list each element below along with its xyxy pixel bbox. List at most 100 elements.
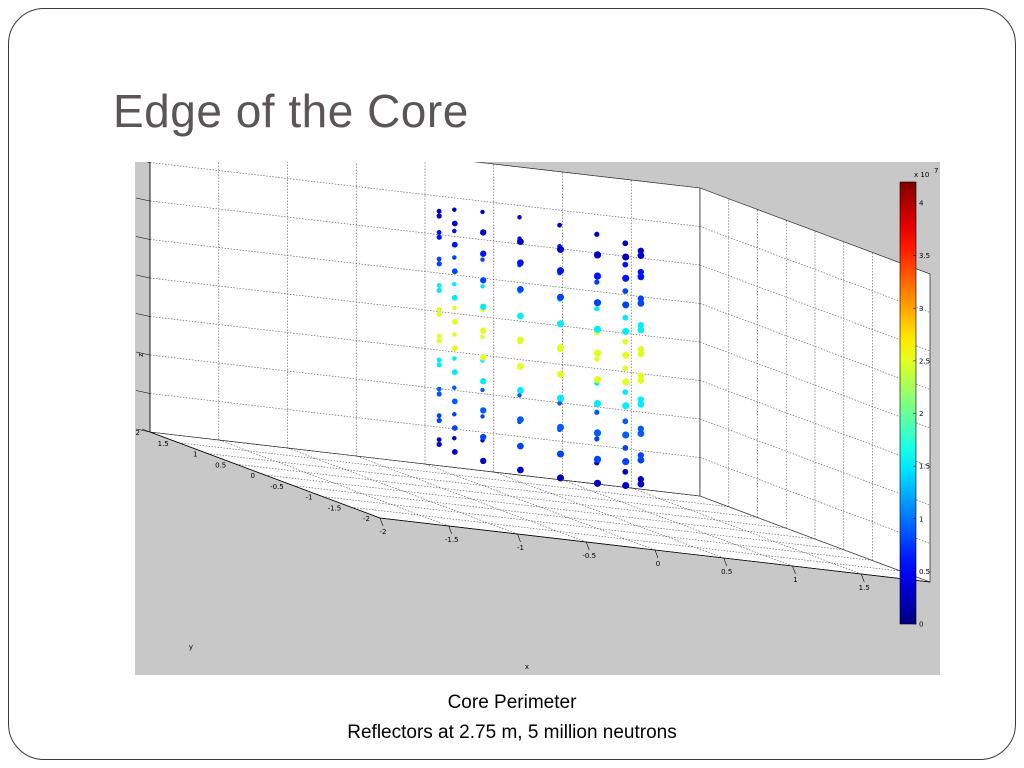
- data-point: [594, 306, 600, 312]
- y-tick-label: 0: [251, 472, 255, 480]
- grid-line: [699, 303, 931, 390]
- data-point: [622, 378, 630, 386]
- data-point: [517, 238, 524, 245]
- data-point: [480, 378, 487, 385]
- data-point: [517, 363, 524, 370]
- data-point: [480, 303, 487, 310]
- x-tick-label: -1.5: [445, 536, 459, 544]
- colorbar-gradient: [899, 181, 917, 625]
- data-point: [593, 479, 602, 487]
- data-point: [622, 301, 630, 309]
- y-tick: [228, 460, 237, 465]
- x-tick: [723, 557, 728, 567]
- grid-line: [264, 474, 816, 540]
- grid-line: [207, 453, 758, 518]
- grid-line: [699, 418, 931, 506]
- colorbar-tick-label: 0: [919, 621, 923, 629]
- data-point: [517, 312, 524, 320]
- grid-line: [699, 264, 931, 352]
- data-point: [436, 391, 442, 397]
- data-point: [451, 398, 458, 405]
- scatter-3d-chart: 0 0.5 1 1.5 2 2.5 3 3.5 4 2 1.5 1 0.5 0 -0.5 -1 -1.5 -2 -2…: [135, 162, 938, 671]
- grid-line: [699, 380, 931, 467]
- grid-line: [149, 277, 701, 343]
- data-point: [452, 281, 457, 287]
- data-point: [480, 209, 485, 215]
- grid-line: [236, 463, 787, 529]
- data-point: [517, 215, 522, 220]
- data-point: [637, 452, 644, 459]
- data-point: [517, 286, 524, 293]
- data-point: [594, 279, 600, 285]
- y-tick-label: 1: [193, 451, 197, 459]
- data-point: [556, 344, 565, 352]
- caption-line-2: Reflectors at 2.75 m, 5 million neutrons: [347, 722, 677, 743]
- data-point: [622, 468, 629, 475]
- y-tick: [141, 428, 151, 433]
- x-axis-label: x: [525, 663, 529, 671]
- data-point: [436, 213, 442, 219]
- data-point: [593, 429, 602, 437]
- data-point: [517, 393, 522, 398]
- data-point: [622, 445, 629, 451]
- data-point: [593, 349, 602, 357]
- data-point: [436, 208, 442, 214]
- data-point: [637, 480, 645, 488]
- data-point: [593, 251, 602, 259]
- data-point: [593, 325, 602, 333]
- data-point: [594, 356, 600, 362]
- data-point: [556, 320, 565, 328]
- colorbar-tick-label: 4: [919, 200, 924, 208]
- x-tick: [585, 541, 590, 551]
- data-point: [622, 389, 629, 395]
- y-tick-label: -1.5: [328, 504, 342, 512]
- grid-line: [149, 431, 701, 497]
- data-point: [436, 234, 442, 240]
- z-tick: [135, 313, 151, 317]
- data-point: [480, 387, 485, 393]
- data-point: [622, 274, 630, 282]
- data-point: [436, 287, 442, 294]
- data-point: [436, 261, 442, 267]
- data-point: [451, 220, 458, 227]
- colorbar-tick-label: 3.5: [919, 252, 930, 260]
- data-point: [480, 407, 487, 414]
- grid-line: [562, 479, 793, 567]
- data-point: [480, 327, 487, 334]
- grid-line: [149, 162, 701, 227]
- data-point: [436, 256, 442, 262]
- data-point: [517, 386, 524, 394]
- y-tick: [314, 493, 323, 497]
- grid-line: [699, 187, 931, 275]
- slide-title: Edge of the Core: [113, 85, 469, 137]
- x-tick: [792, 565, 796, 575]
- x-tick: [517, 533, 521, 543]
- data-point: [622, 418, 629, 425]
- data-point: [480, 414, 485, 419]
- colorbar-exponent: x 10: [914, 171, 929, 179]
- x-tick-label: 0.5: [721, 568, 732, 576]
- z-tick: [146, 162, 151, 163]
- grid-line: [699, 495, 931, 583]
- y-tick-label: 2: [136, 429, 140, 437]
- grid-line: [287, 447, 518, 535]
- grid-line: [149, 239, 701, 304]
- data-point: [622, 338, 629, 345]
- grid-line: [149, 200, 701, 266]
- axes-walls: [149, 162, 931, 583]
- data-point: [451, 449, 458, 455]
- data-point: [637, 345, 644, 353]
- data-point: [637, 300, 645, 307]
- data-point: [452, 332, 457, 337]
- tick-labels: 00.511.522.533.5421.510.50-0.5-1-1.5-2-2…: [135, 162, 870, 592]
- data-point: [436, 283, 442, 288]
- data-point: [436, 338, 442, 344]
- data-point: [557, 400, 563, 406]
- data-point: [556, 267, 565, 275]
- data-point: [637, 273, 645, 281]
- data-point: [436, 333, 442, 339]
- data-point: [480, 354, 487, 361]
- data-point: [593, 376, 602, 384]
- data-point: [452, 356, 457, 361]
- y-tick-label: -0.5: [270, 483, 284, 491]
